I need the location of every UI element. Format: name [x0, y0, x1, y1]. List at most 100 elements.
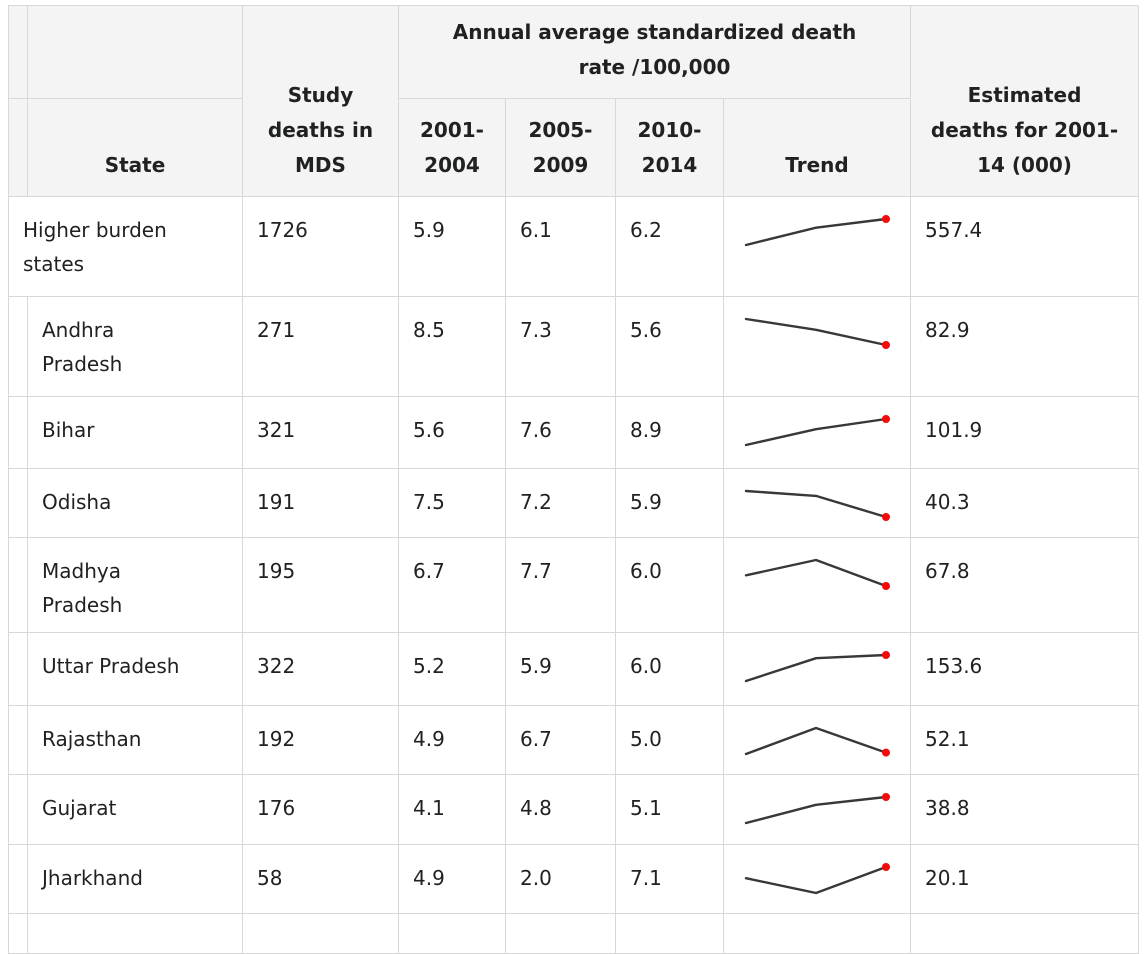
study-deaths-cell: 195 — [242, 537, 399, 633]
rate-2001-2004-cell: 4.9 — [398, 844, 506, 914]
estimated-deaths-cell: 101.9 — [910, 396, 1140, 469]
rate-2010-2014-cell — [615, 913, 724, 954]
estimated-deaths-cell: 20.1 — [910, 844, 1140, 914]
rate-2001-2004-cell: 4.9 — [398, 705, 506, 775]
table-row-madhya-pradesh: Madhya Pradesh 195 6.7 7.7 6.0 67.8 — [8, 537, 1140, 633]
state-cell: Uttar Pradesh — [27, 632, 243, 706]
rate-2010-2014-cell: 6.2 — [615, 196, 724, 297]
trend-cell — [722, 844, 912, 914]
col-header-2001-2004: 2001- 2004 — [398, 98, 506, 197]
study-deaths-cell: 321 — [242, 396, 399, 469]
trend-sparkline-chart — [744, 863, 890, 895]
col-header-2005-2009: 2005- 2009 — [505, 98, 616, 197]
rate-2005-2009-cell: 7.3 — [505, 296, 616, 397]
rate-2005-2009-cell — [505, 913, 616, 954]
indent-cell — [8, 705, 28, 775]
rate-2005-2009-cell: 4.8 — [505, 774, 616, 845]
col-header-estimated-deaths: Estimated deaths for 2001- 14 (000) — [910, 5, 1140, 197]
trend-cell — [722, 296, 912, 397]
indent-header-cell — [8, 5, 28, 99]
rate-2005-2009-cell: 5.9 — [505, 632, 616, 706]
trend-sparkline-chart — [744, 651, 890, 683]
trend-cell — [722, 774, 912, 845]
estimated-deaths-cell — [910, 913, 1140, 954]
state-death-rate-table: Study deaths in MDS Annual average stand… — [8, 5, 1140, 954]
indent-cell — [8, 468, 28, 538]
study-deaths-cell: 192 — [242, 705, 399, 775]
rate-2010-2014-cell: 7.1 — [615, 844, 724, 914]
trend-cell — [722, 537, 912, 633]
rate-2005-2009-cell: 6.1 — [505, 196, 616, 297]
trend-cell — [722, 705, 912, 775]
rate-2010-2014-cell: 5.0 — [615, 705, 724, 775]
rate-2010-2014-cell: 5.1 — [615, 774, 724, 845]
state-cell: Odisha — [27, 468, 243, 538]
table-row-partial — [8, 913, 1140, 954]
col-group-header-death-rate: Annual average standardized death rate /… — [397, 5, 912, 99]
trend-cell — [722, 196, 912, 297]
state-cell: Higher burden states — [8, 196, 243, 297]
estimated-deaths-cell: 40.3 — [910, 468, 1140, 538]
trend-sparkline-chart — [744, 215, 890, 247]
trend-sparkline-chart — [744, 726, 890, 757]
table-row-uttar-pradesh: Uttar Pradesh 322 5.2 5.9 6.0 153.6 — [8, 632, 1140, 706]
rate-2001-2004-cell: 6.7 — [398, 537, 506, 633]
col-header-study-deaths: Study deaths in MDS — [242, 5, 399, 197]
trend-sparkline-chart — [744, 415, 890, 447]
rate-2005-2009-cell: 7.7 — [505, 537, 616, 633]
table-row-andhra-pradesh: Andhra Pradesh 271 8.5 7.3 5.6 82.9 — [8, 296, 1140, 397]
table-row-higher-burden-states: Higher burden states 1726 5.9 6.1 6.2 55… — [8, 196, 1140, 297]
col-header-trend: Trend — [722, 98, 912, 197]
indent-cell — [8, 632, 28, 706]
table-body: Higher burden states 1726 5.9 6.1 6.2 55… — [8, 196, 1140, 954]
trend-cell — [722, 913, 912, 954]
state-cell: Andhra Pradesh — [27, 296, 243, 397]
estimated-deaths-cell: 153.6 — [910, 632, 1140, 706]
indent-cell — [8, 296, 28, 397]
estimated-deaths-cell: 52.1 — [910, 705, 1140, 775]
state-cell: Rajasthan — [27, 705, 243, 775]
trend-cell — [722, 632, 912, 706]
rate-2010-2014-cell: 5.6 — [615, 296, 724, 397]
study-deaths-cell: 271 — [242, 296, 399, 397]
trend-sparkline-chart — [744, 317, 890, 349]
rate-2005-2009-cell: 2.0 — [505, 844, 616, 914]
rate-2005-2009-cell: 7.2 — [505, 468, 616, 538]
trend-sparkline-chart — [744, 793, 890, 825]
trend-cell — [722, 468, 912, 538]
rate-2001-2004-cell: 7.5 — [398, 468, 506, 538]
state-cell: Bihar — [27, 396, 243, 469]
rate-2001-2004-cell: 8.5 — [398, 296, 506, 397]
trend-sparkline-chart — [744, 558, 890, 590]
indent-header-cell — [8, 98, 28, 197]
rate-2010-2014-cell: 6.0 — [615, 632, 724, 706]
table-row-gujarat: Gujarat 176 4.1 4.8 5.1 38.8 — [8, 774, 1140, 845]
rate-2005-2009-cell: 7.6 — [505, 396, 616, 469]
indent-cell — [8, 844, 28, 914]
indent-cell — [8, 396, 28, 469]
rate-2005-2009-cell: 6.7 — [505, 705, 616, 775]
estimated-deaths-cell: 38.8 — [910, 774, 1140, 845]
indent-cell — [8, 774, 28, 845]
rate-2010-2014-cell: 5.9 — [615, 468, 724, 538]
estimated-deaths-cell: 67.8 — [910, 537, 1140, 633]
state-cell: Gujarat — [27, 774, 243, 845]
estimated-deaths-cell: 82.9 — [910, 296, 1140, 397]
rate-2001-2004-cell: 5.6 — [398, 396, 506, 469]
table-row-bihar: Bihar 321 5.6 7.6 8.9 101.9 — [8, 396, 1140, 469]
state-cell: Madhya Pradesh — [27, 537, 243, 633]
table-row-rajasthan: Rajasthan 192 4.9 6.7 5.0 52.1 — [8, 705, 1140, 775]
col-header-2010-2014: 2010- 2014 — [615, 98, 724, 197]
study-deaths-cell: 58 — [242, 844, 399, 914]
state-cell: Jharkhand — [27, 844, 243, 914]
study-deaths-cell: 322 — [242, 632, 399, 706]
rate-2010-2014-cell: 8.9 — [615, 396, 724, 469]
header-row-columns: State 2001- 2004 2005- 2009 2010- 2014 T… — [8, 98, 1139, 197]
table-header: Study deaths in MDS Annual average stand… — [8, 5, 1140, 197]
study-deaths-cell — [242, 913, 399, 954]
indent-cell — [8, 537, 28, 633]
rate-2010-2014-cell: 6.0 — [615, 537, 724, 633]
trend-cell — [722, 396, 912, 469]
rate-2001-2004-cell: 5.2 — [398, 632, 506, 706]
table-row-jharkhand: Jharkhand 58 4.9 2.0 7.1 20.1 — [8, 844, 1140, 914]
